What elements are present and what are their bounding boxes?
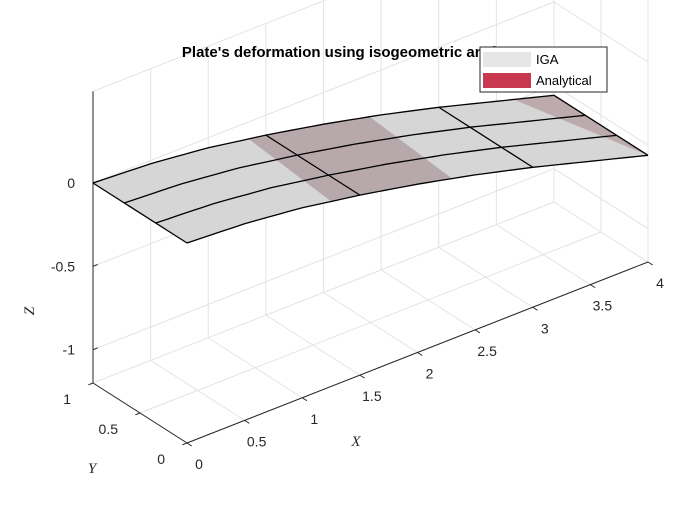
tick-labels: 0 0.5 1 1.5 2 2.5 3 3.5 4 0 0.5 1 0 -0.5 -1 xyxy=(51,175,664,472)
x-tick-label: 0 xyxy=(195,456,203,472)
analytical-surface-edge xyxy=(513,95,648,156)
z-tick xyxy=(92,347,98,351)
axes xyxy=(88,91,653,447)
x-tick-label: 2.5 xyxy=(477,343,497,359)
analytical-surface xyxy=(248,116,453,202)
iga-knot-line xyxy=(155,134,617,224)
x-tick-label: 0.5 xyxy=(247,433,267,449)
x-tick xyxy=(301,397,308,402)
y-tick-label: 1 xyxy=(63,391,71,407)
x-tick-label: 2 xyxy=(426,366,434,382)
iga-knot-line xyxy=(438,106,534,168)
back-wall-gridline-z xyxy=(92,1,555,184)
iga-knot-line xyxy=(265,134,361,196)
x-tick xyxy=(474,329,481,334)
y-tick-label: 0.5 xyxy=(99,421,119,437)
side-wall-gridline-z xyxy=(553,1,649,63)
legend-swatch-analytical xyxy=(483,73,531,88)
iga-knot-line xyxy=(92,182,188,244)
y-tick xyxy=(135,412,141,416)
z-tick-label: -0.5 xyxy=(51,258,75,274)
y-tick-label: 0 xyxy=(157,451,165,467)
iga-knot-line xyxy=(553,94,649,156)
iga-knot-line xyxy=(186,154,649,244)
z-tick-label: -1 xyxy=(63,342,76,358)
side-wall-gridline-z xyxy=(553,168,649,230)
x-tick-label: 4 xyxy=(656,275,664,291)
x-tick xyxy=(186,442,192,447)
floor-gridline-y xyxy=(139,231,602,414)
legend-swatch-iga xyxy=(483,52,531,67)
x-tick xyxy=(590,284,596,289)
z-axis-label: Z xyxy=(22,306,38,315)
legend: IGA Analytical xyxy=(479,46,608,93)
legend-label: Analytical xyxy=(536,73,592,88)
y-axis-label: Y xyxy=(88,461,98,477)
x-tick xyxy=(532,306,538,311)
y-tick xyxy=(182,442,188,446)
x-tick xyxy=(359,374,365,379)
floor-gridline-y xyxy=(92,201,555,384)
iga-knot-line xyxy=(124,114,586,204)
x-tick-label: 1 xyxy=(310,411,318,427)
z-tick-label: 0 xyxy=(67,175,75,191)
x-tick-label: 3 xyxy=(541,320,549,336)
z-tick xyxy=(92,264,98,267)
iga-knot-line xyxy=(92,94,555,184)
y-tick xyxy=(88,382,94,386)
side-wall-gridline-z xyxy=(553,84,649,146)
x-tick-label: 1.5 xyxy=(362,388,382,404)
back-wall-gridline-z xyxy=(92,168,555,351)
chart-title: Plate's deformation using isogeometric a… xyxy=(182,44,518,61)
x-tick xyxy=(647,261,653,266)
x-tick xyxy=(417,352,423,356)
x-tick-label: 3.5 xyxy=(593,298,613,314)
legend-label: IGA xyxy=(536,52,559,67)
x-tick xyxy=(244,419,250,424)
x-axis-label: X xyxy=(350,434,361,450)
box-edge xyxy=(92,0,327,92)
deformed-plate-surface xyxy=(92,94,649,244)
